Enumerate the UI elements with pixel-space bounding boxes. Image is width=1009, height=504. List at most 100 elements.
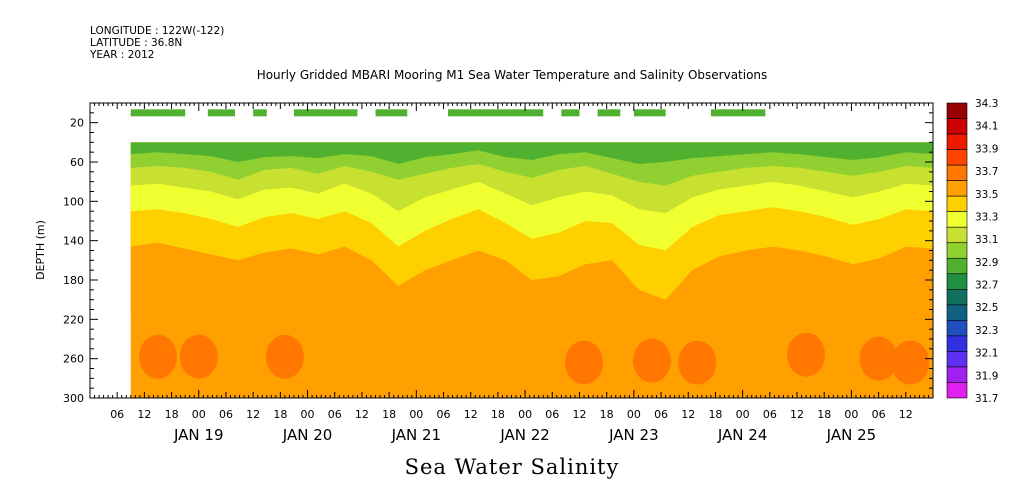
colorbar-label: 31.9 (975, 370, 998, 382)
colorbar-swatch (946, 102, 968, 119)
x-hour-label: 12 (572, 408, 586, 421)
colorbar-label: 32.5 (975, 302, 998, 314)
x-hour-label: 18 (165, 408, 179, 421)
colorbar-swatch (946, 242, 968, 259)
x-hour-label: 06 (872, 408, 886, 421)
surface-observation-bar (130, 109, 186, 117)
colorbar-label: 34.3 (975, 98, 998, 110)
colorbar-swatch (946, 366, 968, 383)
x-day-label: JAN 20 (282, 426, 333, 444)
x-hour-label: 00 (301, 408, 315, 421)
x-hour-label: 12 (246, 408, 260, 421)
colorbar-label: 34.1 (975, 121, 998, 133)
x-hour-label: 18 (708, 408, 722, 421)
x-hour-label: 00 (192, 408, 206, 421)
y-tick-label: 180 (63, 274, 84, 287)
colorbar-label: 32.9 (975, 257, 998, 269)
x-day-label: JAN 24 (717, 426, 768, 444)
surface-observation-bar (633, 109, 666, 117)
salinity-band-33.3 (130, 142, 933, 164)
colorbar-label: 33.1 (975, 234, 998, 246)
x-hour-label: 12 (355, 408, 369, 421)
chart-title: Hourly Gridded MBARI Mooring M1 Sea Wate… (256, 68, 768, 82)
max-salinity-patch (859, 336, 898, 381)
colorbar-swatch (946, 335, 968, 352)
max-salinity-patch (787, 332, 826, 377)
variable-title: Sea Water Salinity (404, 455, 620, 479)
colorbar-swatch (946, 351, 968, 368)
colorbar-label: 32.3 (975, 325, 998, 337)
x-hour-label: 06 (110, 408, 124, 421)
y-axis-label: DEPTH (m) (34, 220, 47, 280)
x-hour-label: 06 (654, 408, 668, 421)
max-salinity-patch (633, 338, 671, 383)
y-tick-label: 140 (63, 235, 84, 248)
colorbar-swatch (946, 382, 968, 399)
max-salinity-patch (265, 334, 304, 379)
x-hour-label: 06 (545, 408, 559, 421)
x-hour-label: 06 (437, 408, 451, 421)
surface-observation-bar (253, 109, 267, 117)
colorbar-swatch (946, 320, 968, 337)
colorbar-swatch (946, 164, 968, 181)
colorbar-swatch (946, 257, 968, 275)
y-tick-label: 100 (63, 195, 84, 208)
y-tick-label: 60 (70, 156, 84, 169)
max-salinity-patch (179, 334, 218, 379)
surface-observation-bar (293, 109, 358, 117)
x-hour-label: 00 (518, 408, 532, 421)
x-hour-label: 06 (328, 408, 342, 421)
x-hour-label: 18 (382, 408, 396, 421)
surface-observation-bar (207, 109, 236, 117)
colorbar-label: 33.7 (975, 166, 998, 178)
colorbar-swatch (946, 273, 968, 290)
longitude-label: LONGITUDE : 122W(-122) (90, 25, 225, 37)
x-hour-label: 12 (790, 408, 804, 421)
x-hour-label: 06 (763, 408, 777, 421)
y-tick-label: 220 (63, 313, 84, 326)
colorbar-label: 33.9 (975, 143, 998, 155)
surface-observation-bar (448, 109, 544, 117)
x-hour-label: 12 (681, 408, 695, 421)
colorbar-swatch (946, 304, 968, 321)
colorbar-label: 31.7 (975, 393, 998, 405)
x-hour-label: 00 (844, 408, 858, 421)
colorbar-swatch (946, 195, 968, 212)
y-tick-label: 300 (63, 392, 84, 405)
y-tick-label: 260 (63, 353, 84, 366)
colorbar-label: 33.3 (975, 211, 998, 223)
x-hour-label: 06 (219, 408, 233, 421)
year-label: YEAR : 2012 (90, 49, 155, 61)
x-hour-label: 18 (817, 408, 831, 421)
colorbar-swatch (946, 226, 968, 244)
x-hour-label: 18 (491, 408, 505, 421)
colorbar-swatch (946, 211, 968, 228)
x-hour-label: 00 (627, 408, 641, 421)
colorbar-swatch (946, 180, 968, 197)
surface-observation-bar (710, 109, 766, 117)
x-hour-label: 12 (899, 408, 913, 421)
colorbar-label: 33.5 (975, 189, 998, 201)
surface-observation-bar (375, 109, 408, 117)
max-salinity-patch (565, 340, 604, 385)
x-hour-label: 18 (600, 408, 614, 421)
max-salinity-patch (891, 340, 930, 385)
x-day-label: JAN 25 (826, 426, 877, 444)
max-salinity-patch (138, 334, 177, 379)
x-day-label: JAN 19 (173, 426, 224, 444)
x-hour-label: 00 (409, 408, 423, 421)
colorbar-label: 32.7 (975, 280, 998, 292)
x-hour-label: 12 (464, 408, 478, 421)
surface-observation-bar (597, 109, 621, 117)
latitude-label: LATITUDE : 36.8N (90, 37, 183, 49)
x-hour-label: 12 (137, 408, 151, 421)
x-day-label: JAN 21 (391, 426, 442, 444)
colorbar-swatch (946, 289, 968, 306)
colorbar-swatch (946, 133, 968, 150)
x-day-label: JAN 22 (499, 426, 550, 444)
x-hour-label: 00 (736, 408, 750, 421)
x-day-label: JAN 23 (608, 426, 659, 444)
x-hour-label: 18 (273, 408, 287, 421)
y-tick-label: 20 (70, 117, 84, 130)
